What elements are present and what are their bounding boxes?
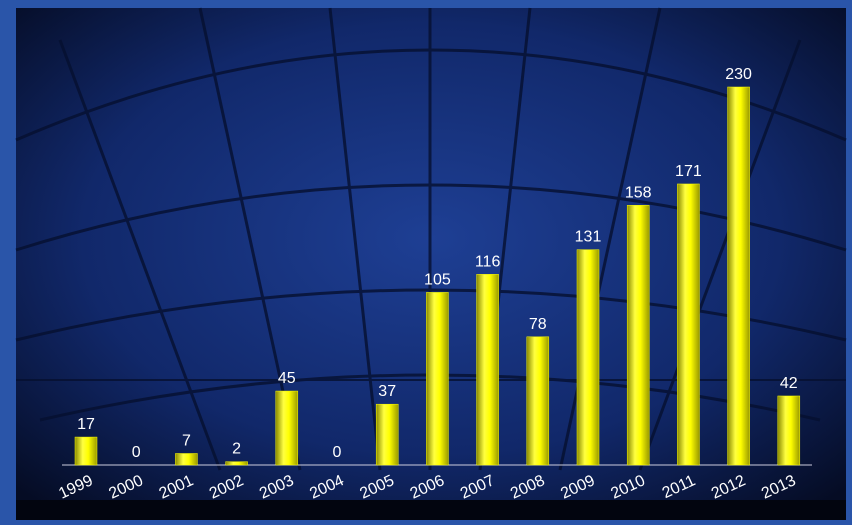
bar xyxy=(225,461,248,466)
value-label: 42 xyxy=(780,375,798,392)
value-label: 105 xyxy=(424,271,451,288)
bar xyxy=(677,183,700,466)
bar xyxy=(526,336,550,466)
value-label: 7 xyxy=(182,432,191,449)
value-label: 116 xyxy=(475,253,501,270)
value-label: 2 xyxy=(232,441,241,458)
value-label: 0 xyxy=(333,444,342,461)
bar xyxy=(626,205,650,466)
bar xyxy=(576,249,600,466)
value-label: 131 xyxy=(575,229,602,246)
bar xyxy=(175,453,198,466)
bar xyxy=(275,390,299,466)
bar xyxy=(375,403,399,466)
bar xyxy=(727,86,750,466)
value-label: 78 xyxy=(529,316,547,333)
floor xyxy=(16,500,846,520)
value-label: 17 xyxy=(77,416,95,433)
bar xyxy=(74,436,98,466)
value-label: 0 xyxy=(132,444,141,461)
bar xyxy=(426,292,449,466)
bar xyxy=(777,395,801,466)
bar xyxy=(476,274,499,466)
roof-structure xyxy=(15,7,847,471)
value-label: 45 xyxy=(278,370,296,387)
value-label: 37 xyxy=(378,383,396,400)
value-label: 171 xyxy=(675,163,702,180)
value-label: 230 xyxy=(725,66,752,83)
value-label: 158 xyxy=(625,184,652,201)
